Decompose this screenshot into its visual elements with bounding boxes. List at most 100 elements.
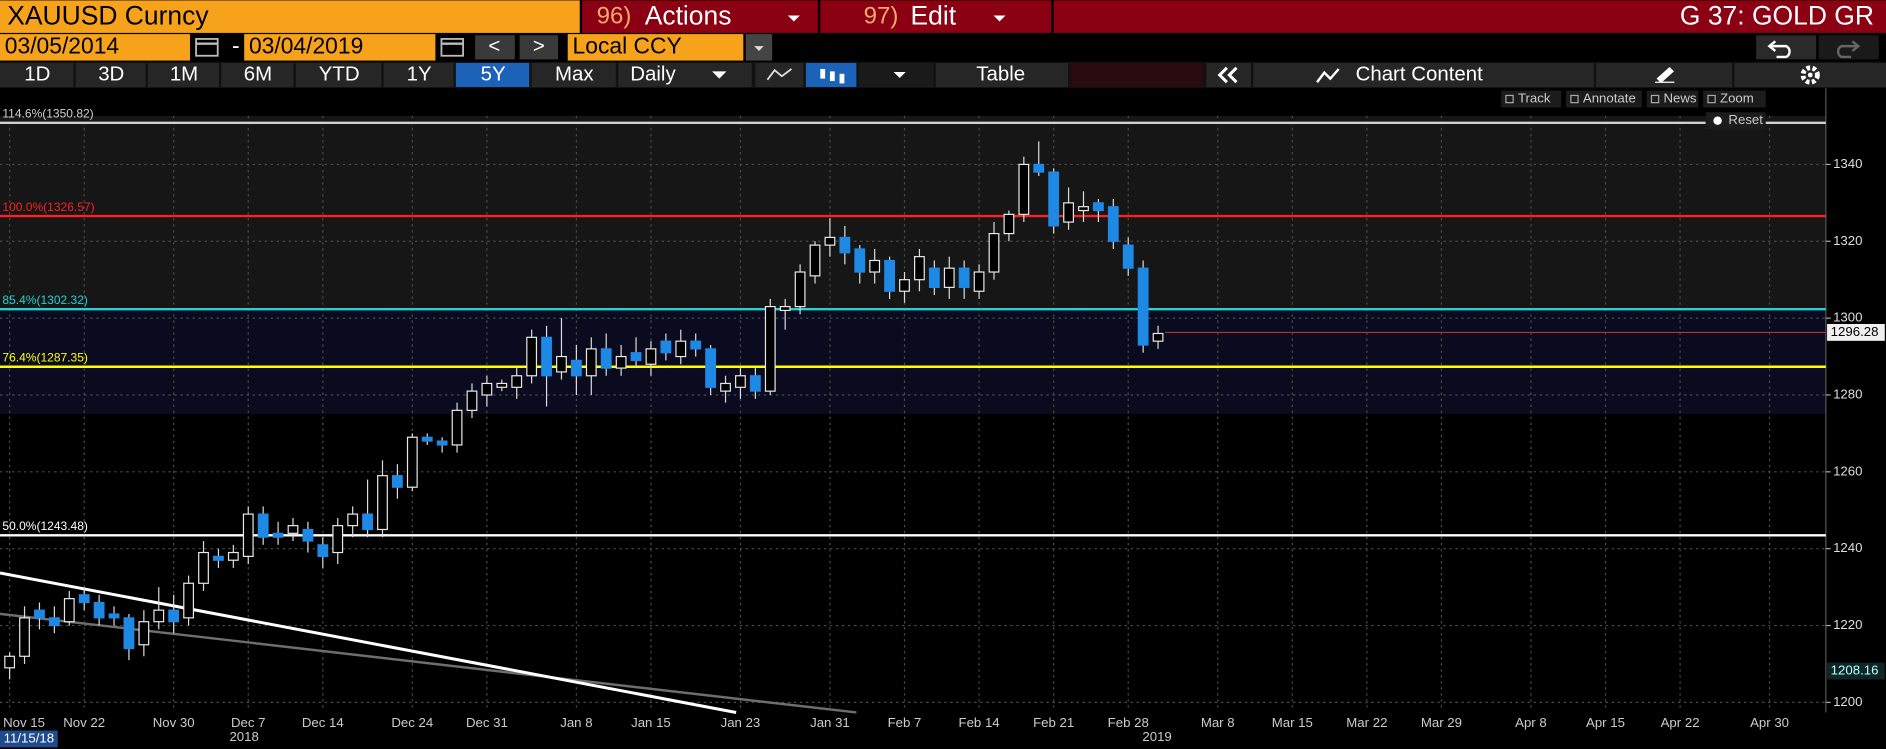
range-button[interactable]: [75, 62, 146, 88]
chart-tool-icon: [1707, 94, 1716, 104]
chart-content-label: Chart Content: [1356, 62, 1484, 85]
security-name: XAUUSD Curncy: [7, 0, 209, 30]
range-button[interactable]: [221, 62, 294, 88]
reset-button[interactable]: [1705, 112, 1766, 130]
gear-hub: [1807, 72, 1813, 78]
x-tick-label: Apr 8: [1515, 715, 1547, 730]
candle-body: [183, 582, 195, 619]
candle-body: [496, 382, 508, 388]
x-tick-label: Dec 7: [231, 715, 266, 730]
x-tick-label: Nov 30: [153, 715, 195, 730]
candle-body: [645, 348, 657, 365]
candle-body: [257, 513, 269, 538]
chart-tool-button[interactable]: [1703, 90, 1766, 108]
x-tick-label: Mar 8: [1201, 715, 1235, 730]
candle-body: [839, 236, 851, 254]
y-tick-label: 1340: [1833, 156, 1862, 171]
next-button[interactable]: [519, 35, 559, 60]
candle-body: [1078, 206, 1089, 212]
candle-body: [1018, 163, 1030, 215]
range-button[interactable]: [295, 62, 382, 88]
candle-body: [526, 336, 538, 377]
calendar-icon[interactable]: [195, 38, 219, 57]
dropdown-arrow: [787, 15, 800, 22]
candle-body: [421, 436, 433, 442]
range-button[interactable]: [455, 62, 530, 88]
y-tick-label: 1300: [1833, 310, 1862, 325]
candle-body: [824, 236, 836, 246]
x-tick-label: Dec 24: [391, 715, 433, 730]
table-label: Table: [976, 62, 1025, 85]
collapse-icon: [1217, 66, 1238, 84]
menu-label: Edit: [911, 0, 957, 30]
edit-menu[interactable]: [820, 0, 1052, 33]
start-date-tag: [0, 730, 58, 748]
candle-body: [630, 352, 642, 361]
candle-body: [735, 375, 746, 388]
frequency-button[interactable]: [618, 62, 752, 88]
candle-body: [63, 598, 75, 623]
chart-tool-label: Zoom: [1720, 91, 1754, 106]
range-button[interactable]: [0, 62, 74, 88]
candle-body: [1137, 267, 1149, 346]
start-date-field[interactable]: [0, 34, 191, 61]
candle-body: [19, 617, 30, 657]
table-button[interactable]: [935, 62, 1069, 88]
x-tick-label: Mar 29: [1421, 715, 1462, 730]
candle-body: [138, 621, 150, 646]
chart-content-icon: [1316, 68, 1340, 83]
candle-body: [1033, 163, 1045, 173]
candle-body: [34, 609, 45, 619]
currency-field[interactable]: [567, 34, 744, 61]
candle-body: [48, 617, 60, 627]
candle-body: [794, 271, 806, 308]
x-tick-label: Apr 15: [1586, 715, 1625, 730]
x-tick-label: Feb 7: [888, 715, 922, 730]
undo-icon: [1767, 40, 1791, 59]
candle-body: [466, 390, 478, 411]
range-label: 1M: [170, 62, 198, 85]
spacer-block: [1070, 62, 1203, 88]
end-date-field[interactable]: [244, 34, 436, 61]
calendar-icon[interactable]: [440, 38, 464, 57]
candle-body: [809, 244, 821, 277]
start-date-label: 11/15/18: [4, 730, 54, 745]
candle-body: [705, 348, 717, 388]
candle-body: [391, 475, 403, 488]
x-tick-label: Dec 31: [466, 715, 508, 730]
range-label: 1Y: [407, 62, 432, 85]
level-label: 50.0%(1243.48): [2, 519, 88, 533]
dropdown-arrow: [754, 46, 764, 51]
candle-body: [958, 267, 970, 288]
candle-body: [168, 609, 180, 623]
candle-body: [227, 551, 239, 561]
range-button[interactable]: [147, 62, 219, 88]
chart-tool-button[interactable]: [1566, 90, 1642, 108]
chart-tool-button[interactable]: [1501, 90, 1562, 108]
last-price-tag: [1827, 323, 1885, 341]
range-button[interactable]: [383, 62, 454, 88]
menu-label: Actions: [645, 0, 732, 30]
prev-label: <: [488, 35, 500, 58]
actions-menu[interactable]: [582, 0, 818, 33]
candle-body: [511, 375, 523, 388]
chart-tool-label: Track: [1518, 91, 1551, 106]
x-tick-label: Feb 28: [1108, 715, 1149, 730]
x-tick-label: Apr 30: [1750, 715, 1789, 730]
candle-body: [481, 382, 493, 396]
candle-body: [332, 525, 344, 554]
chart-content-button[interactable]: [1253, 62, 1594, 88]
range-button[interactable]: [531, 62, 616, 88]
candle-body: [675, 340, 687, 358]
dropdown-arrow: [993, 15, 1006, 22]
candle-body: [213, 555, 224, 561]
chart-tool-button[interactable]: [1646, 90, 1699, 108]
chart-type-dropdown[interactable]: [858, 62, 934, 88]
chart-tool-label: Annotate: [1583, 91, 1636, 106]
prev-button[interactable]: [475, 35, 515, 60]
security-field[interactable]: [0, 0, 580, 33]
chart-tool-icon: [1570, 94, 1579, 104]
candle-body: [436, 440, 448, 446]
candle-body: [347, 513, 359, 527]
